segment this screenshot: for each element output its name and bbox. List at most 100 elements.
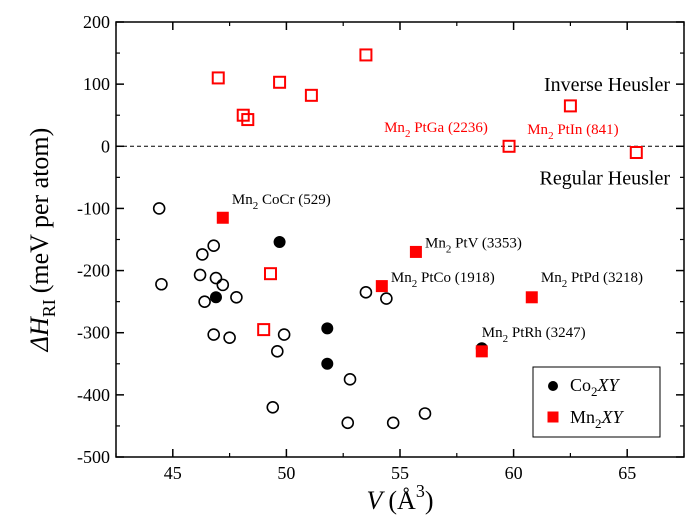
co2xy-point-open (266, 400, 280, 414)
mn2xy-point-open (502, 139, 516, 153)
y-tick-label: 100 (83, 74, 110, 94)
y-axis-title-sub: RI (39, 299, 59, 317)
y-axis-title-unit: (meV per atom) (25, 128, 54, 294)
co2xy-point-open (209, 271, 223, 285)
point-annotation: Mn2 PtRh (3247) (482, 325, 586, 345)
ticks-layer: 45 50 55 60 65 200 100 0 -100 -200 -300 -400 -500 (77, 12, 685, 483)
annotation-rest: PtIn (841) (554, 122, 619, 138)
annotation-base: Mn (391, 270, 412, 286)
y-tick-label: -100 (77, 198, 110, 218)
annotation-rest: PtRh (3247) (508, 325, 586, 341)
y-tick-label: -200 (77, 261, 110, 281)
x-axis-title: V (Å3) (367, 481, 434, 515)
legend-marker-co2xy (548, 381, 558, 391)
co2xy-point-open (198, 295, 211, 308)
mn2xy-point-open (563, 99, 577, 113)
legend-mn-rest: XY (601, 407, 625, 427)
co2xy-point-filled (273, 235, 286, 248)
point-annotation: Mn2 PtCo (1918) (391, 270, 495, 290)
mn2xy-point-open (257, 323, 271, 337)
point-annotation: Mn2 PtIn (841) (527, 122, 618, 142)
legend-label-mn2xy: Mn2XY (570, 407, 625, 431)
y-tick-label: -500 (77, 447, 110, 467)
y-tick-label: 200 (83, 12, 110, 32)
legend-co-sub: 2 (591, 384, 598, 399)
legend-co-rest: XY (597, 375, 621, 395)
x-tick-label: 55 (391, 463, 409, 483)
co2xy-point-filled (209, 291, 222, 304)
annotation-sub: 2 (412, 278, 418, 290)
mn2xy-point-filled (525, 291, 538, 304)
co2xy-point-open (380, 292, 393, 305)
co2xy-point-open (207, 328, 220, 341)
mn2xy-point-open (304, 88, 318, 102)
mn2xy-point-open (629, 146, 643, 159)
x-axis-title-unit: (Å (388, 486, 416, 515)
co2xy-point-open (196, 248, 209, 261)
legend-box (532, 366, 661, 438)
co2xy-point-open (386, 416, 400, 430)
point-annotation: Mn2 PtPd (3218) (541, 270, 643, 290)
co2xy-point-open (343, 373, 357, 386)
annotation-rest: PtV (3353) (451, 236, 522, 252)
x-tick-label: 45 (164, 463, 182, 483)
legend-label-co2xy: Co2XY (570, 375, 621, 399)
annotation-rest: PtCo (1918) (417, 270, 495, 286)
y-axis-title-main: ΔH (25, 316, 54, 352)
legend-mn-sub: 2 (595, 416, 602, 431)
x-tick-label: 65 (618, 463, 636, 483)
mn2xy-point-open (263, 267, 277, 281)
legend-co-base: Co (570, 375, 591, 395)
co2xy-point-open (152, 202, 166, 215)
y-axis-title: ΔHRI (meV per atom) (25, 128, 59, 353)
co2xy-point-open (223, 331, 236, 344)
annotation-base: Mn (527, 122, 548, 138)
co2xy-point-filled (321, 357, 334, 370)
legend: Co2XY Mn2XY (532, 366, 661, 438)
annotation-sub: 2 (562, 278, 568, 290)
annotations-layer: Mn2 CoCr (529)Mn2 PtV (3353)Mn2 PtCo (19… (232, 120, 643, 345)
annotation-base: Mn (482, 325, 503, 341)
mn2xy-point-filled (475, 345, 488, 358)
co2xy-point-open (230, 290, 243, 304)
point-annotation: Mn2 PtV (3353) (425, 236, 522, 256)
co2xy-point-open (359, 286, 373, 299)
annotation-rest: CoCr (529) (258, 192, 331, 208)
co2xy-point-open (193, 268, 207, 282)
co2xy-point-open (271, 345, 284, 358)
x-axis-title-close: ) (425, 486, 434, 515)
region-label-inverse: Inverse Heusler (544, 74, 670, 96)
annotation-sub: 2 (253, 200, 259, 212)
x-tick-label: 50 (277, 463, 295, 483)
legend-mn-base: Mn (570, 407, 595, 427)
annotation-rest: PtGa (2236) (410, 120, 488, 136)
x-tick-label: 60 (505, 463, 523, 483)
region-label-regular: Regular Heusler (539, 167, 670, 189)
points-layer (152, 48, 643, 430)
point-annotation: Mn2 PtGa (2236) (384, 120, 488, 140)
annotation-base: Mn (425, 236, 446, 252)
co2xy-point-open (207, 239, 220, 253)
co2xy-point-open (216, 278, 230, 292)
y-tick-label: -400 (77, 385, 110, 405)
co2xy-point-filled (321, 322, 334, 335)
mn2xy-point-open (211, 71, 225, 85)
co2xy-point-open (277, 328, 291, 341)
co2xy-point-open (341, 416, 355, 430)
annotation-sub: 2 (405, 128, 411, 140)
annotation-sub: 2 (548, 130, 554, 142)
mn2xy-point-open (273, 75, 287, 89)
y-tick-label: 0 (101, 136, 110, 156)
annotation-base: Mn (384, 120, 405, 136)
mn2xy-point-filled (216, 211, 229, 224)
mn2xy-point-filled (375, 280, 388, 293)
annotation-sub: 2 (446, 244, 452, 256)
legend-marker-mn2xy (547, 411, 559, 423)
x-axis-title-sup: 3 (416, 481, 425, 501)
x-axis-title-main: V (367, 486, 386, 515)
annotation-rest: PtPd (3218) (567, 270, 643, 286)
annotation-sub: 2 (503, 333, 509, 345)
annotation-base: Mn (232, 192, 253, 208)
co2xy-point-open (418, 407, 432, 420)
